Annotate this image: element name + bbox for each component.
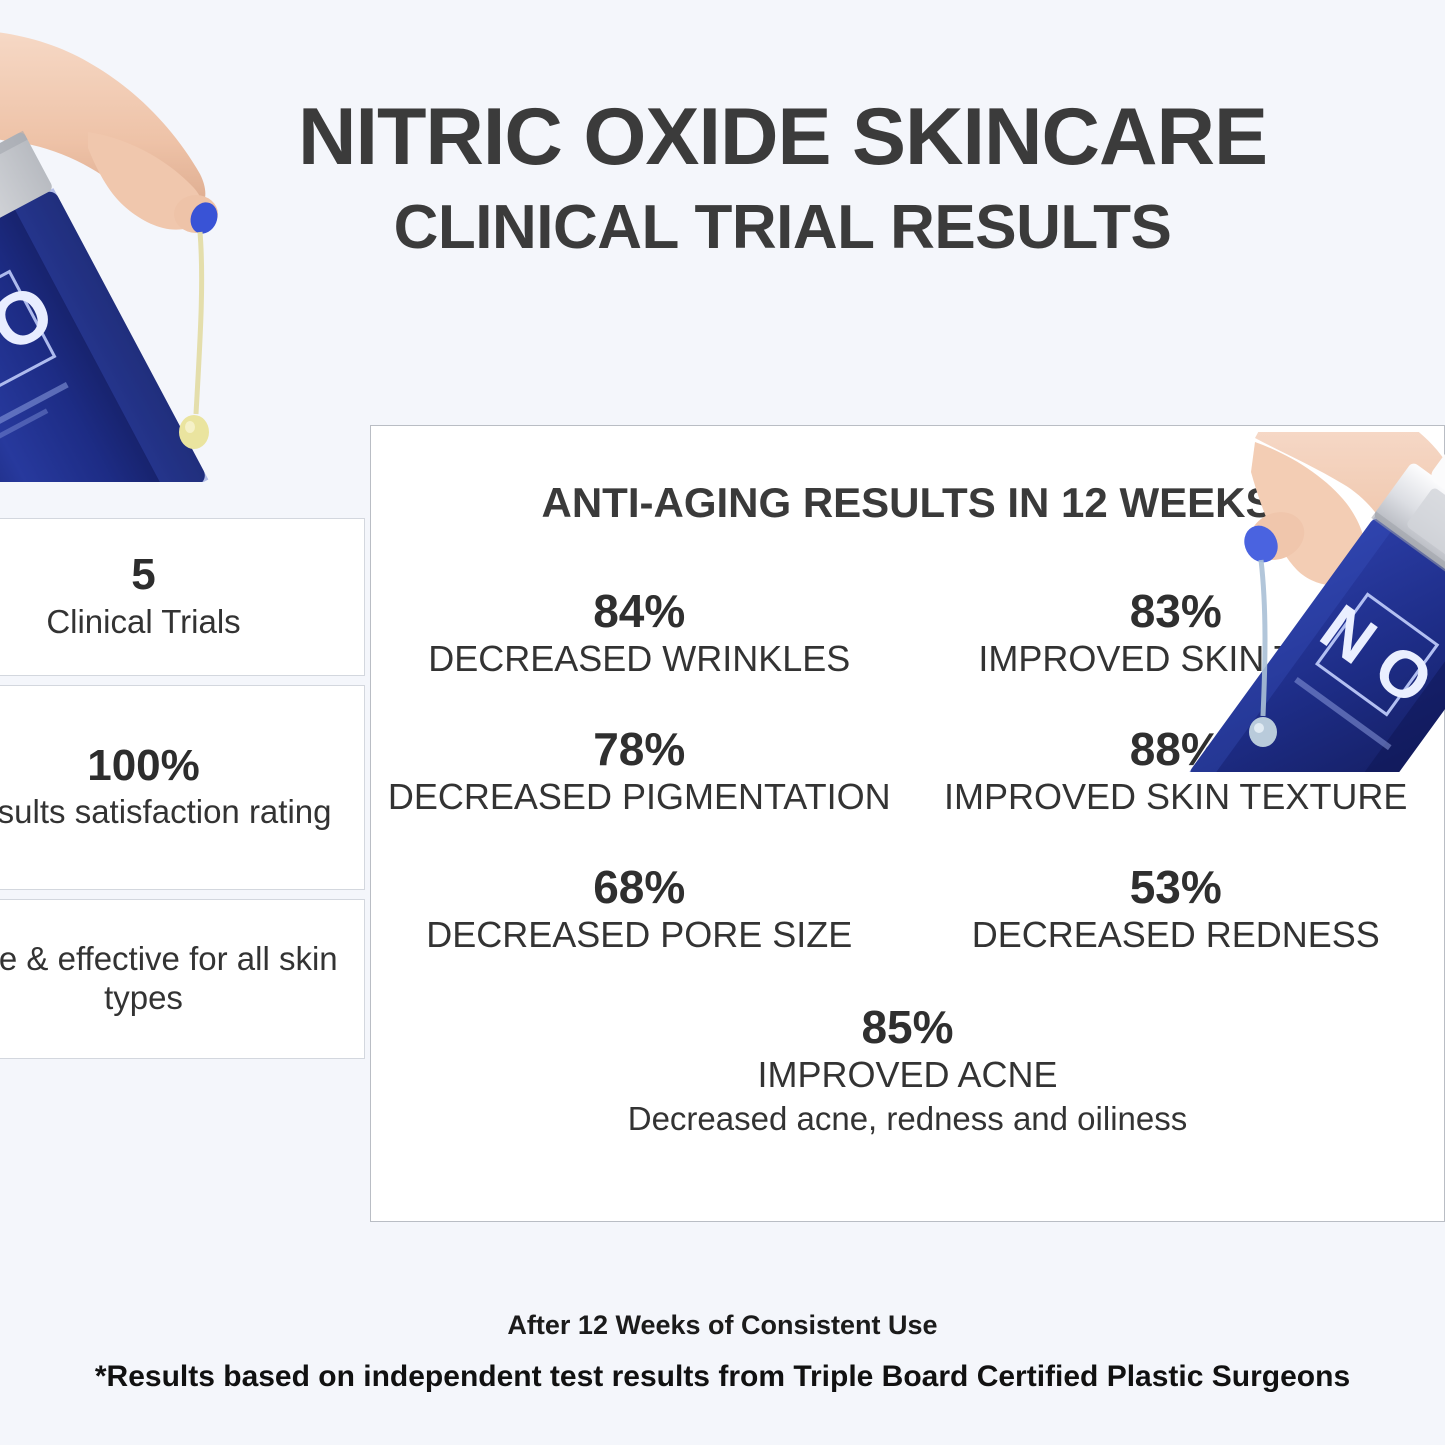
stat-card-value: 5: [131, 550, 156, 600]
stat-card-satisfaction: 100% Results satisfaction rating: [0, 685, 365, 890]
results-panel-title: ANTI-AGING RESULTS IN 12 WEEKS: [541, 479, 1274, 526]
result-percent: 85%: [861, 1000, 954, 1053]
hand: [0, 32, 218, 234]
page-header: NITRIC OXIDE SKINCARE CLINICAL TRIAL RES…: [0, 96, 1445, 260]
stat-card-label: Results satisfaction rating: [0, 793, 332, 831]
result-label: DECREASED PORE SIZE: [426, 914, 853, 956]
results-panel: ANTI-AGING RESULTS IN 12 WEEKS 84% DECRE…: [370, 425, 1445, 1222]
result-label: IMPROVED SKIN TEXTURE: [944, 776, 1408, 818]
result-label: DECREASED WRINKLES: [428, 638, 851, 680]
footer-disclaimer: *Results based on independent test resul…: [94, 1360, 1351, 1394]
footer: After 12 Weeks of Consistent Use *Result…: [0, 1308, 1445, 1396]
stat-card-list: 5 Clinical Trials 100% Results satisfact…: [0, 518, 365, 1059]
result-label: DECREASED REDNESS: [971, 914, 1380, 956]
result-sublabel: Decreased acne, redness and oiliness: [627, 1100, 1188, 1138]
product-bottle: N O: [0, 130, 209, 482]
result-percent: 78%: [593, 722, 686, 775]
bottle-logo: N O: [0, 268, 66, 404]
serum-drip: [179, 231, 209, 449]
stat-card-clinical-trials: 5 Clinical Trials: [0, 518, 365, 676]
page-title: NITRIC OXIDE SKINCARE: [297, 92, 1268, 182]
result-item-decreased-pigmentation: 78% DECREASED PIGMENTATION: [371, 722, 908, 818]
stat-card-value: 100%: [87, 740, 200, 790]
result-item-decreased-wrinkles: 84% DECREASED WRINKLES: [371, 584, 908, 680]
blue-nail: [190, 202, 218, 234]
svg-text:N O: N O: [0, 268, 66, 403]
result-item-improved-acne: 85% IMPROVED ACNE Decreased acne, rednes…: [371, 1000, 1444, 1140]
product-photo-left: N O: [0, 0, 268, 482]
footer-usage-note: After 12 Weeks of Consistent Use: [507, 1310, 938, 1340]
result-percent: 84%: [593, 584, 686, 637]
page-subtitle: CLINICAL TRIAL RESULTS: [393, 192, 1172, 262]
result-item-decreased-redness: 53% DECREASED REDNESS: [908, 860, 1445, 956]
stat-card-label: Safe & effective for all skin types: [0, 940, 338, 1016]
result-item-improved-skin-tone: 83% IMPROVED SKIN TONE: [908, 584, 1445, 680]
result-item-improved-skin-texture: 88% IMPROVED SKIN TEXTURE: [908, 722, 1445, 818]
stat-card-label: Clinical Trials: [46, 602, 241, 640]
stat-card-skin-types: Safe & effective for all skin types: [0, 899, 365, 1059]
result-item-decreased-pore-size: 68% DECREASED PORE SIZE: [371, 860, 908, 956]
result-percent: 68%: [593, 860, 686, 913]
result-label: DECREASED PIGMENTATION: [387, 776, 891, 818]
hand-holding-bottle-illustration: N O: [0, 32, 218, 482]
results-grid: 84% DECREASED WRINKLES 83% IMPROVED SKIN…: [371, 584, 1445, 956]
result-percent: 88%: [1129, 722, 1222, 775]
result-label: IMPROVED ACNE: [757, 1054, 1058, 1096]
result-percent: 83%: [1129, 584, 1222, 637]
result-percent: 53%: [1129, 860, 1222, 913]
result-label: IMPROVED SKIN TONE: [978, 638, 1374, 680]
